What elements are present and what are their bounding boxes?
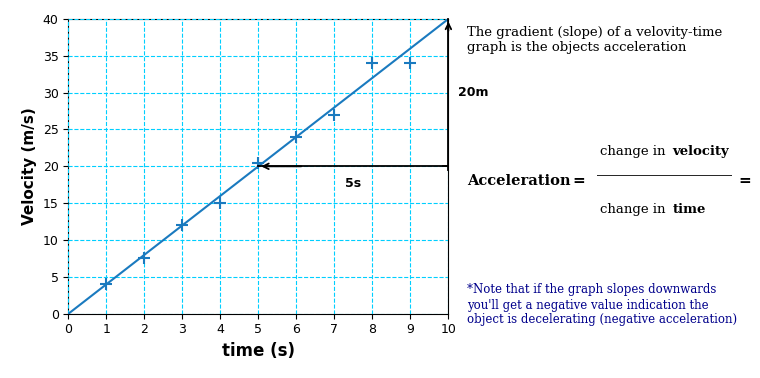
Text: =: =: [572, 174, 585, 189]
Text: change in: change in: [600, 203, 670, 216]
Text: velocity: velocity: [673, 145, 730, 158]
Text: 5s: 5s: [345, 177, 362, 191]
Text: Acceleration: Acceleration: [467, 174, 571, 189]
Text: time: time: [673, 203, 706, 216]
Text: *Note that if the graph slopes downwards
you'll get a negative value indication : *Note that if the graph slopes downwards…: [467, 284, 737, 327]
Text: 20m: 20m: [458, 86, 489, 99]
Y-axis label: Velocity (m/s): Velocity (m/s): [22, 107, 37, 225]
Text: =: =: [739, 174, 752, 189]
Text: change in: change in: [600, 145, 670, 158]
X-axis label: time (s): time (s): [222, 342, 295, 360]
Text: The gradient (slope) of a velovity-time
graph is the objects acceleration: The gradient (slope) of a velovity-time …: [467, 26, 723, 54]
